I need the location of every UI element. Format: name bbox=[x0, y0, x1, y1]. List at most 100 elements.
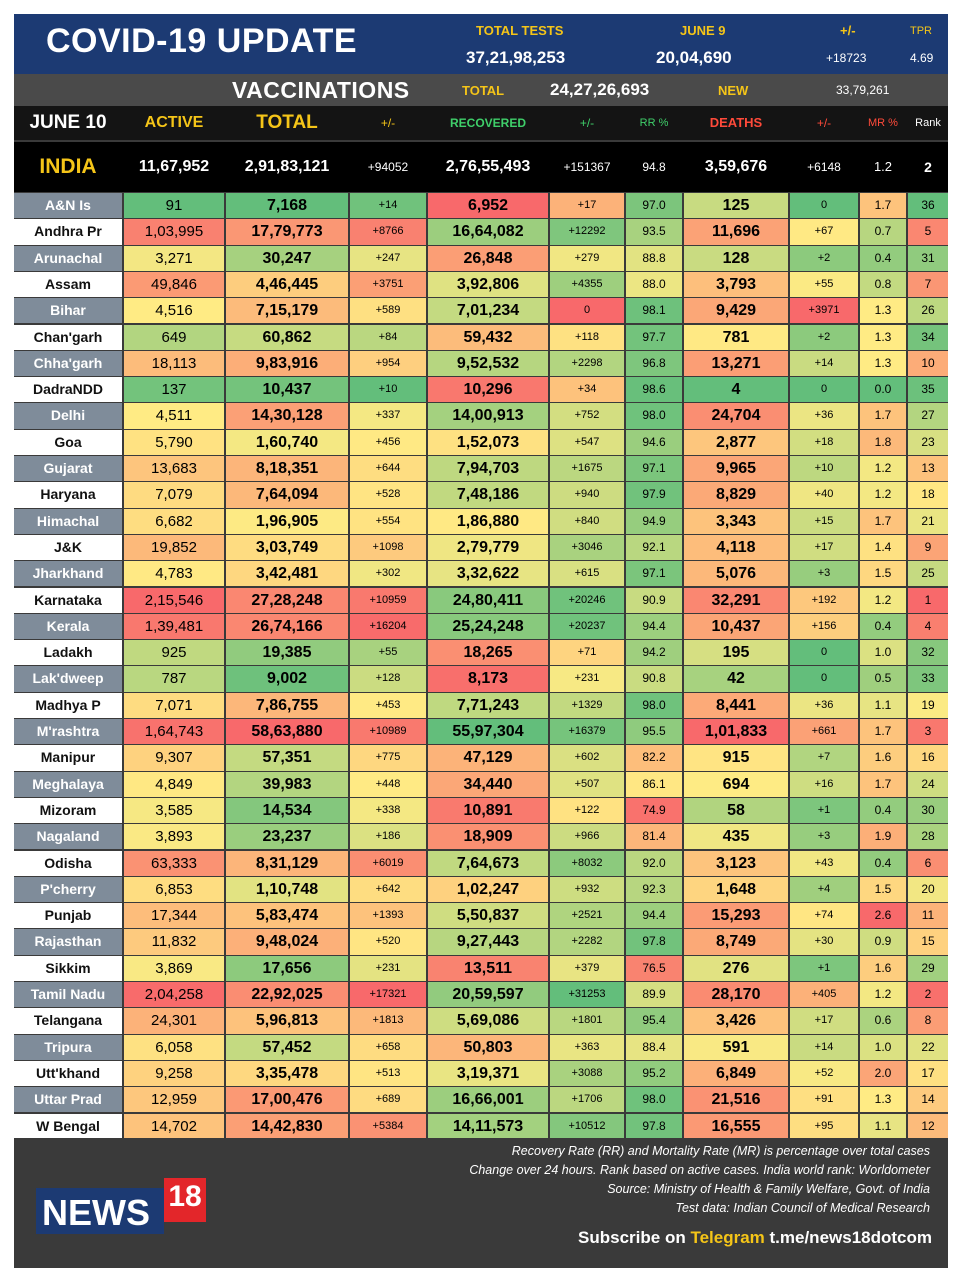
recovered-change-cell: +8032 bbox=[550, 850, 624, 876]
active-cell: 5,790 bbox=[124, 429, 224, 455]
mr-cell: 1.5 bbox=[860, 876, 906, 903]
rr-cell: 89.9 bbox=[626, 982, 682, 1008]
vaccinations-new-value: 33,79,261 bbox=[836, 83, 890, 97]
table-row: Rajasthan 11,832 9,48,024 +520 9,27,443 +2282… bbox=[14, 929, 948, 955]
total-cell: 1,96,905 bbox=[226, 508, 348, 534]
vaccinations-new-label: NEW bbox=[718, 83, 749, 98]
deaths-cell: 2,877 bbox=[684, 429, 788, 455]
telegram-link[interactable]: t.me/news18dotcom bbox=[764, 1228, 933, 1247]
active-cell: 1,64,743 bbox=[124, 719, 224, 745]
active-cell: 7,079 bbox=[124, 482, 224, 508]
recovered-cell: 7,94,703 bbox=[428, 456, 548, 482]
active-cell: 787 bbox=[124, 666, 224, 692]
col-total: TOTAL bbox=[256, 112, 318, 133]
rank-cell: 18 bbox=[908, 482, 948, 508]
total-cell: 9,002 bbox=[226, 666, 348, 692]
deaths-change-cell: 0 bbox=[790, 377, 858, 403]
mr-cell: 2.6 bbox=[860, 903, 906, 929]
state-name: Manipur bbox=[14, 745, 122, 771]
recovered-cell: 5,50,837 bbox=[428, 903, 548, 929]
recovered-change-cell: +71 bbox=[550, 640, 624, 666]
rr-cell: 94.2 bbox=[626, 640, 682, 666]
mr-cell: 0.0 bbox=[860, 377, 906, 403]
state-name: Tamil Nadu bbox=[14, 982, 122, 1008]
footer-note: Recovery Rate (RR) and Mortality Rate (M… bbox=[511, 1144, 930, 1158]
rank-cell: 21 bbox=[908, 508, 948, 534]
table-row: DadraNDD 137 10,437 +10 10,296 +34 98.6 4 0 0.0 35 bbox=[14, 377, 948, 403]
active-cell: 49,846 bbox=[124, 271, 224, 298]
india-name: INDIA bbox=[39, 155, 97, 178]
state-name: DadraNDD bbox=[14, 377, 122, 403]
total-change-cell: +954 bbox=[350, 350, 426, 377]
total-change-cell: +689 bbox=[350, 1087, 426, 1113]
vaccinations-total-label: TOTAL bbox=[462, 83, 505, 98]
rank-cell: 32 bbox=[908, 640, 948, 666]
rr-cell: 88.8 bbox=[626, 245, 682, 271]
recovered-cell: 2,79,779 bbox=[428, 534, 548, 561]
recovered-change-cell: +34 bbox=[550, 377, 624, 403]
total-change-cell: +589 bbox=[350, 298, 426, 324]
rank-cell: 33 bbox=[908, 666, 948, 692]
table-row: J&K 19,852 3,03,749 +1098 2,79,779 +3046 92.1 4… bbox=[14, 534, 948, 561]
total-cell: 22,92,025 bbox=[226, 982, 348, 1008]
state-name: Punjab bbox=[14, 903, 122, 929]
recovered-cell: 50,803 bbox=[428, 1034, 548, 1060]
total-cell: 39,983 bbox=[226, 771, 348, 797]
active-cell: 91 bbox=[124, 193, 224, 219]
state-name: Himachal bbox=[14, 508, 122, 534]
rank-cell: 26 bbox=[908, 298, 948, 324]
table-row: P'cherry 6,853 1,10,748 +642 1,02,247 +932 92.… bbox=[14, 876, 948, 903]
total-change-cell: +338 bbox=[350, 797, 426, 824]
mr-cell: 0.8 bbox=[860, 271, 906, 298]
total-change-cell: +10 bbox=[350, 377, 426, 403]
state-name: Goa bbox=[14, 429, 122, 455]
footer-note: Change over 24 hours. Rank based on acti… bbox=[469, 1163, 930, 1177]
deaths-cell: 3,426 bbox=[684, 1008, 788, 1034]
table-row: Arunachal 3,271 30,247 +247 26,848 +279 88.8 12… bbox=[14, 245, 948, 271]
rank-cell: 15 bbox=[908, 929, 948, 955]
recovered-change-cell: +2282 bbox=[550, 929, 624, 955]
recovered-change-cell: +363 bbox=[550, 1034, 624, 1060]
recovered-cell: 14,11,573 bbox=[428, 1113, 548, 1139]
recovered-change-cell: +2521 bbox=[550, 903, 624, 929]
recovered-change-cell: +12292 bbox=[550, 219, 624, 245]
deaths-change-cell: +95 bbox=[790, 1113, 858, 1139]
recovered-change-cell: +2298 bbox=[550, 350, 624, 377]
state-name: M'rashtra bbox=[14, 719, 122, 745]
total-change-cell: +10989 bbox=[350, 719, 426, 745]
deaths-change-cell: +156 bbox=[790, 613, 858, 640]
rank-cell: 4 bbox=[908, 613, 948, 640]
india-total: 2,91,83,121 bbox=[244, 158, 330, 175]
total-cell: 8,18,351 bbox=[226, 456, 348, 482]
recovered-change-cell: +1329 bbox=[550, 692, 624, 718]
total-change-cell: +3751 bbox=[350, 271, 426, 298]
rank-cell: 14 bbox=[908, 1087, 948, 1113]
total-change-cell: +642 bbox=[350, 876, 426, 903]
deaths-cell: 10,437 bbox=[684, 613, 788, 640]
recovered-change-cell: +231 bbox=[550, 666, 624, 692]
table-row: Kerala 1,39,481 26,74,166 +16204 25,24,248 +2… bbox=[14, 613, 948, 640]
recovered-cell: 5,69,086 bbox=[428, 1008, 548, 1034]
deaths-cell: 4 bbox=[684, 377, 788, 403]
deaths-change-cell: +1 bbox=[790, 797, 858, 824]
mr-cell: 1.7 bbox=[860, 403, 906, 429]
rank-cell: 35 bbox=[908, 377, 948, 403]
deaths-cell: 4,118 bbox=[684, 534, 788, 561]
deaths-cell: 15,293 bbox=[684, 903, 788, 929]
deaths-cell: 781 bbox=[684, 324, 788, 350]
rr-cell: 98.0 bbox=[626, 403, 682, 429]
deaths-change-cell: +10 bbox=[790, 456, 858, 482]
deaths-change-cell: +52 bbox=[790, 1060, 858, 1087]
recovered-change-cell: +20246 bbox=[550, 587, 624, 613]
recovered-change-cell: +17 bbox=[550, 193, 624, 219]
table-row: Nagaland 3,893 23,237 +186 18,909 +966 81.4 435… bbox=[14, 824, 948, 850]
recovered-change-cell: +4355 bbox=[550, 271, 624, 298]
active-cell: 24,301 bbox=[124, 1008, 224, 1034]
table-row: Madhya P 7,071 7,86,755 +453 7,71,243 +1329 98… bbox=[14, 692, 948, 718]
recovered-change-cell: +379 bbox=[550, 955, 624, 981]
deaths-change-cell: +14 bbox=[790, 1034, 858, 1060]
recovered-cell: 3,32,622 bbox=[428, 561, 548, 587]
col-deaths-change: +/- bbox=[816, 116, 832, 130]
column-header-row: JUNE 10 ACTIVE TOTAL +/- RECOVERED +/- R… bbox=[14, 106, 948, 140]
total-cell: 1,60,740 bbox=[226, 429, 348, 455]
